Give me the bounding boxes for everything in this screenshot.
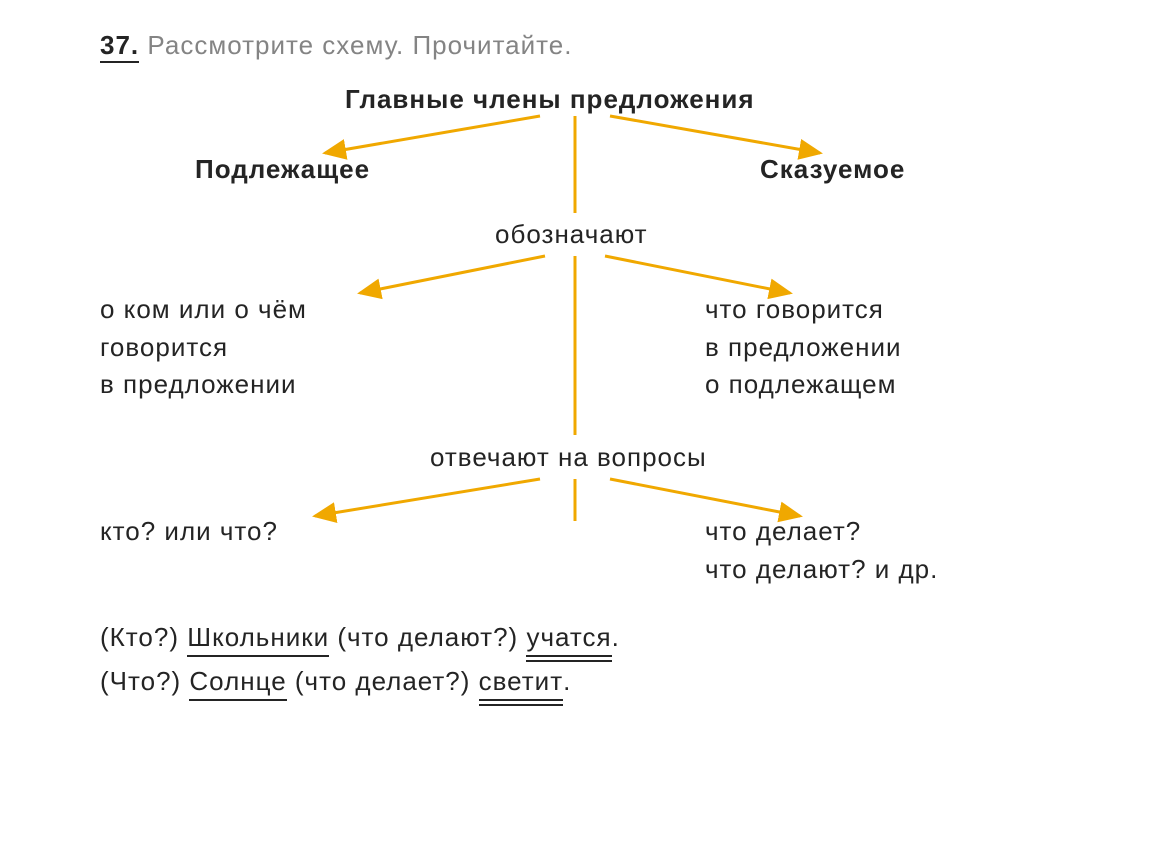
ex1-subject: Школьники [187, 621, 329, 657]
ex2-end: . [563, 666, 571, 696]
level1-right-line1: что говорится [705, 291, 902, 329]
level1-right-line2: в предложении [705, 329, 902, 367]
level2-right-line2: что делают? и др. [705, 551, 938, 589]
ex1-mid: (что делают?) [329, 622, 526, 652]
level1-left-line1: о ком или о чём [100, 291, 307, 329]
ex1-end: . [612, 622, 620, 652]
level1-right: что говорится в предложении о подлежащем [705, 291, 902, 404]
level1-right-line3: о подлежащем [705, 366, 902, 404]
ex2-subject: Солнце [189, 665, 286, 701]
level2-left: кто? или что? [100, 513, 278, 551]
ex2-mid: (что делает?) [287, 666, 479, 696]
level2-right-line1: что делает? [705, 513, 938, 551]
level1-left: о ком или о чём говорится в предложении [100, 291, 307, 404]
level2-label: отвечают на вопросы [430, 439, 707, 477]
level1-label: обозначают [495, 216, 648, 254]
example-line-2: (Что?) Солнце (что делает?) светит. [100, 665, 571, 701]
level2-left-line1: кто? или что? [100, 513, 278, 551]
level1-left-line2: говорится [100, 329, 307, 367]
level1-left-line3: в предложении [100, 366, 307, 404]
ex2-prefix: (Что?) [100, 666, 189, 696]
task-header: 37. Рассмотрите схему. Прочитайте. [100, 30, 1050, 61]
level2-right: что делает? что делают? и др. [705, 513, 938, 588]
example-line-1: (Кто?) Школьники (что делают?) учатся. [100, 621, 620, 657]
root-title: Главные члены предложения [345, 81, 755, 119]
ex2-predicate: светит [479, 665, 563, 699]
task-number: 37. [100, 30, 139, 63]
ex1-prefix: (Кто?) [100, 622, 187, 652]
branch-right-title: Сказуемое [760, 151, 905, 189]
task-instruction: Рассмотрите схему. Прочитайте. [147, 30, 572, 60]
ex1-predicate: учатся [526, 621, 611, 655]
branch-left-title: Подлежащее [195, 151, 370, 189]
diagram-container: Главные члены предложения Подлежащее Ска… [100, 81, 1050, 701]
